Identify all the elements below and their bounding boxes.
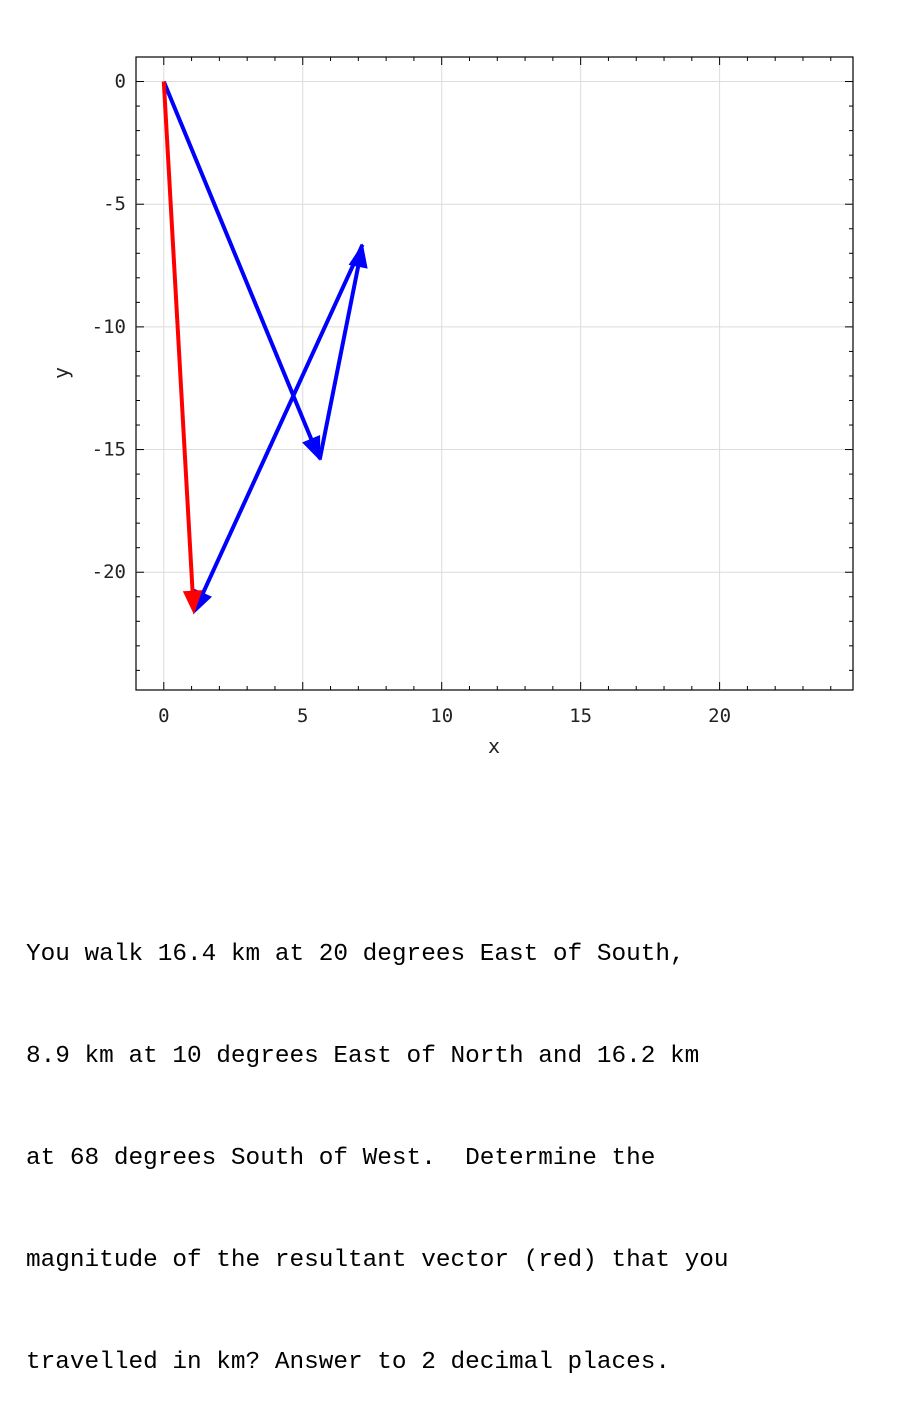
minor-ticks bbox=[135, 56, 853, 690]
plot-svg: 0 5 10 15 20 0 -5 -10 -15 -20 x y bbox=[49, 56, 854, 758]
question-line: travelled in km? Answer to 2 decimal pla… bbox=[26, 1349, 671, 1376]
tick-labels: 0 5 10 15 20 0 -5 -10 -15 -20 bbox=[92, 71, 731, 727]
resultant-vector bbox=[161, 81, 195, 592]
x-tick-label: 5 bbox=[297, 705, 308, 727]
x-tick-label: 10 bbox=[430, 705, 453, 727]
y-tick-label: -10 bbox=[92, 316, 126, 338]
question-line: magnitude of the resultant vector (red) … bbox=[26, 1247, 729, 1274]
grid bbox=[136, 57, 853, 690]
x-tick-label: 0 bbox=[158, 705, 169, 727]
question-line: at 68 degrees South of West. Determine t… bbox=[26, 1145, 656, 1172]
component-vector bbox=[161, 80, 314, 441]
component-vector bbox=[201, 243, 365, 595]
resultant-vector-arrowhead bbox=[182, 590, 203, 615]
question-text: You walk 16.4 km at 20 degrees East of S… bbox=[26, 870, 886, 1414]
component-vector-arrowhead bbox=[302, 435, 321, 461]
x-tick-label: 20 bbox=[708, 705, 731, 727]
vector-plot: 0 5 10 15 20 0 -5 -10 -15 -20 x y bbox=[49, 56, 854, 758]
x-tick-label: 15 bbox=[569, 705, 592, 727]
question-line: 8.9 km at 10 degrees East of North and 1… bbox=[26, 1043, 700, 1070]
y-tick-label: -20 bbox=[92, 561, 126, 583]
component-vector bbox=[317, 265, 361, 461]
y-tick-label: 0 bbox=[115, 71, 126, 93]
y-tick-label: -15 bbox=[92, 439, 126, 461]
x-axis-label: x bbox=[488, 734, 500, 758]
y-tick-label: -5 bbox=[103, 193, 126, 215]
plot-frame bbox=[135, 56, 854, 691]
question-line: You walk 16.4 km at 20 degrees East of S… bbox=[26, 941, 685, 968]
vectors bbox=[161, 80, 368, 615]
y-axis-label: y bbox=[49, 367, 73, 379]
